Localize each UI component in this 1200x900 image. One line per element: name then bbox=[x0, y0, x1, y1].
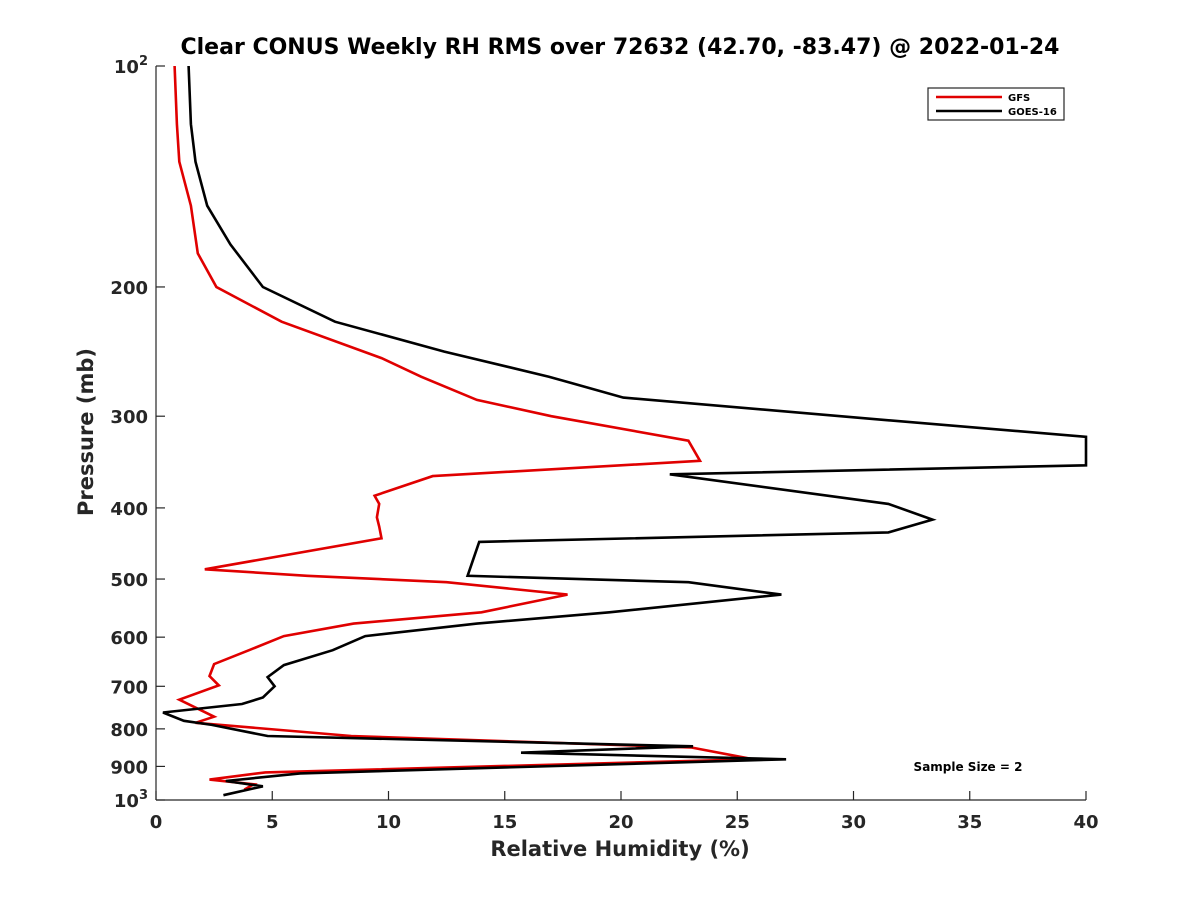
y-tick-label: 200 bbox=[110, 278, 148, 299]
x-axis-label: Relative Humidity (%) bbox=[490, 837, 749, 861]
x-tick-label: 10 bbox=[376, 812, 401, 833]
y-tick-label: 102 bbox=[114, 54, 148, 78]
legend-label: GOES-16 bbox=[1008, 107, 1057, 118]
y-tick-label: 500 bbox=[110, 570, 148, 591]
series-layer bbox=[162, 65, 1088, 797]
x-tick-label: 30 bbox=[841, 812, 866, 833]
y-tick-label: 300 bbox=[110, 407, 148, 428]
legend: GFS GOES-16 bbox=[927, 87, 1065, 121]
y-tick-label: 600 bbox=[110, 628, 148, 649]
y-axis-label: Pressure (mb) bbox=[74, 348, 98, 516]
legend-box bbox=[927, 87, 1065, 121]
y-tick-label: 700 bbox=[110, 677, 148, 698]
x-tick-label: 35 bbox=[957, 812, 982, 833]
plot-area bbox=[155, 66, 1086, 801]
y-tick-label: 103 bbox=[114, 788, 148, 812]
y-axis-ticks: 102 200 300 400 500 600 700 800 900 103 bbox=[110, 54, 165, 812]
legend-label: GFS bbox=[1008, 93, 1030, 104]
x-tick-label: 5 bbox=[266, 812, 279, 833]
x-tick-label: 15 bbox=[492, 812, 517, 833]
x-tick-label: 20 bbox=[608, 812, 633, 833]
x-tick-label: 25 bbox=[725, 812, 750, 833]
y-tick-label: 400 bbox=[110, 499, 148, 520]
x-tick-label: 40 bbox=[1073, 812, 1098, 833]
x-axis-ticks: 0 5 10 15 20 25 30 35 40 bbox=[150, 791, 1099, 833]
x-tick-label: 0 bbox=[150, 812, 163, 833]
y-tick-label: 900 bbox=[110, 757, 148, 778]
series-line-goes-16 bbox=[162, 65, 1088, 797]
chart-title: Clear CONUS Weekly RH RMS over 72632 (42… bbox=[181, 35, 1060, 60]
y-tick-label: 800 bbox=[110, 720, 148, 741]
series-line-gfs bbox=[173, 65, 754, 791]
sample-size-annotation: Sample Size = 2 bbox=[914, 760, 1023, 774]
